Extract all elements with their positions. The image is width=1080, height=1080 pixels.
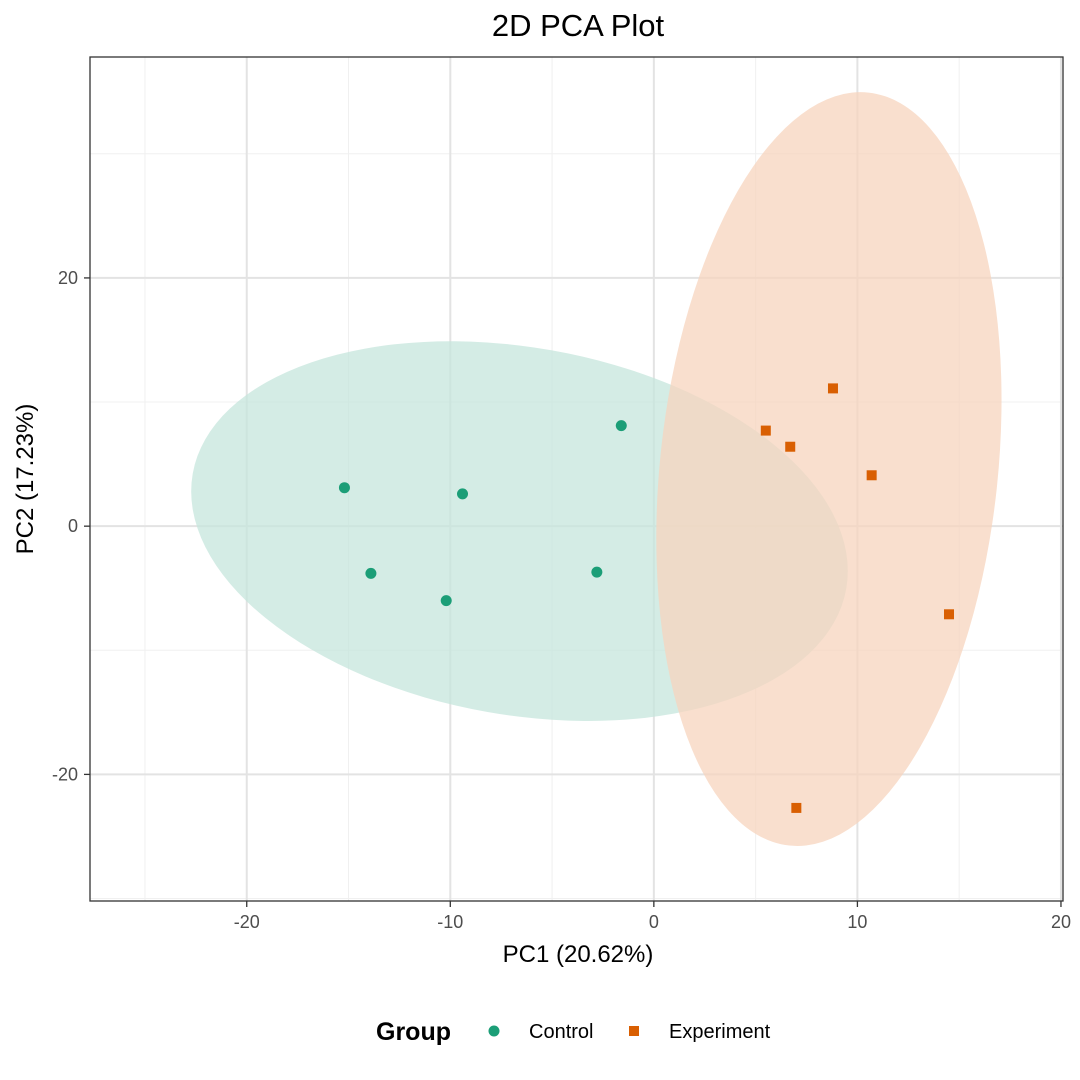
point-experiment-0: [760, 425, 771, 436]
legend-title: Group: [376, 1018, 451, 1046]
point-control-0: [338, 482, 350, 494]
x-tick-label: -20: [234, 912, 260, 932]
x-tick-label: -10: [437, 912, 463, 932]
point-experiment-5: [791, 802, 802, 813]
y-tick-label: 20: [58, 268, 78, 288]
chart-title: 2D PCA Plot: [492, 8, 665, 43]
panel-border: [89, 56, 1064, 902]
point-control-3: [457, 488, 469, 500]
point-control-5: [615, 420, 627, 432]
y-tick-label: -20: [52, 764, 78, 784]
y-tick-label: 0: [68, 516, 78, 536]
legend-marker-control: [488, 1025, 500, 1037]
legend-marker-experiment: [629, 1026, 639, 1036]
point-experiment-1: [785, 441, 796, 452]
x-tick-label: 10: [847, 912, 867, 932]
legend-label-experiment: Experiment: [669, 1021, 771, 1043]
plot-panel: [89, 56, 1064, 902]
point-control-1: [365, 567, 377, 579]
ellipse-experiment: [656, 92, 1002, 846]
y-axis: -20 0 20: [52, 268, 90, 784]
point-experiment-3: [866, 470, 877, 481]
point-control-4: [591, 566, 603, 578]
data-points: [338, 383, 955, 813]
legend: Group Control Experiment: [376, 1018, 771, 1046]
x-axis-label: PC1 (20.62%): [503, 941, 654, 968]
point-experiment-2: [827, 383, 838, 394]
legend-label-control: Control: [529, 1021, 593, 1043]
point-control-2: [440, 595, 452, 607]
x-tick-label: 20: [1051, 912, 1071, 932]
x-axis: -20 -10 0 10 20: [234, 901, 1071, 932]
point-experiment-4: [944, 609, 955, 620]
x-tick-label: 0: [649, 912, 659, 932]
y-axis-label: PC2 (17.23%): [12, 404, 39, 555]
confidence-ellipses: [191, 92, 1002, 846]
